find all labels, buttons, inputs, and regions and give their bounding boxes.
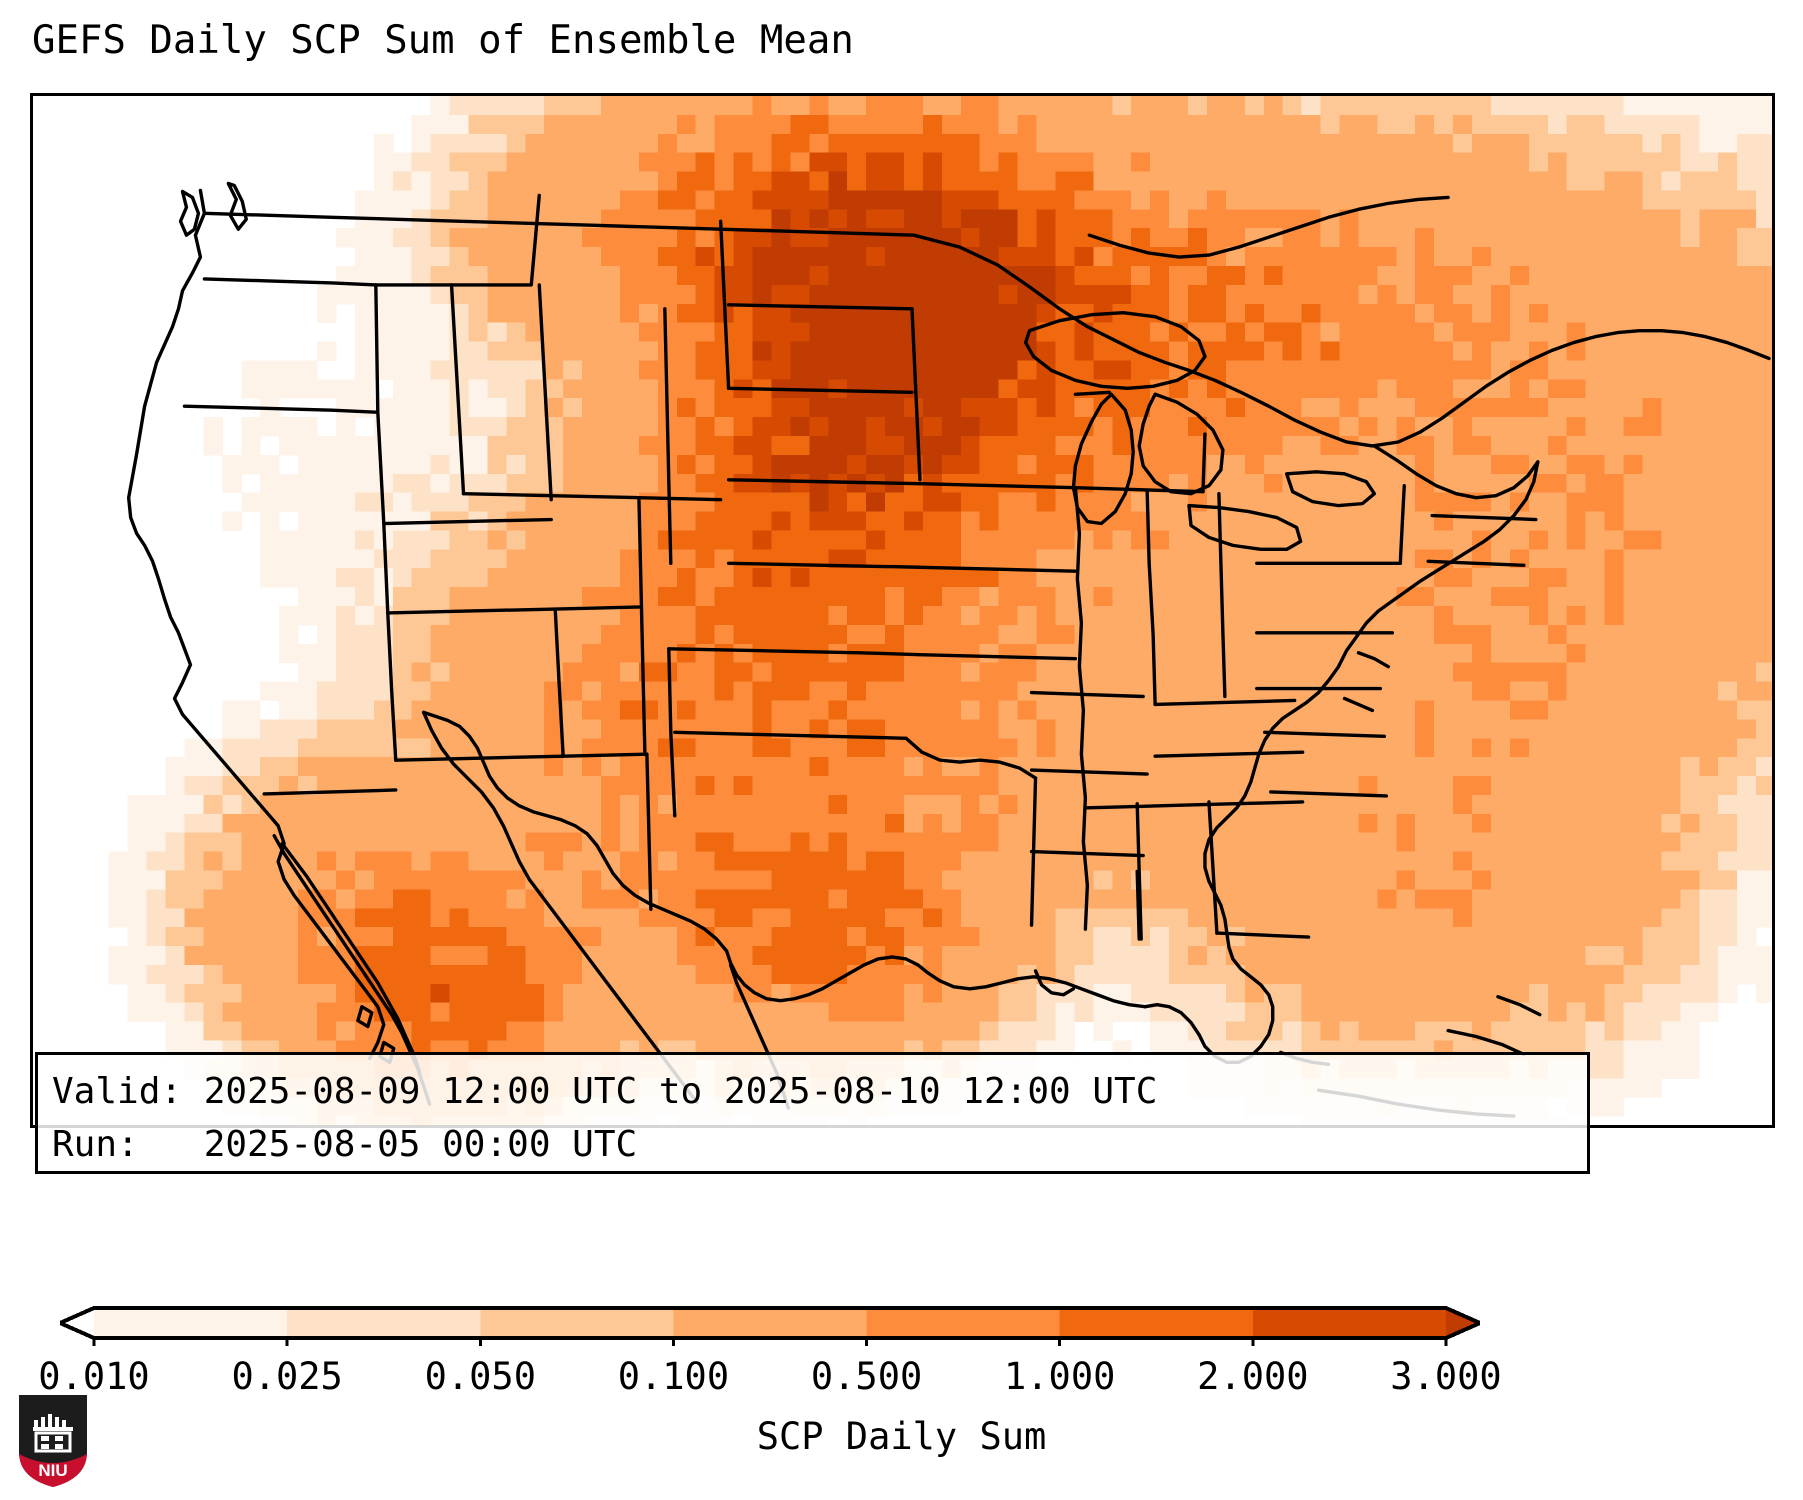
forecast-info-box: Valid: 2025-08-09 12:00 UTC to 2025-08-1… [35, 1052, 1590, 1174]
valid-time-text: Valid: 2025-08-09 12:00 UTC to 2025-08-1… [52, 1071, 1158, 1112]
colorbar-ticks [92, 1338, 1448, 1346]
colorbar-band [866, 1308, 1061, 1338]
colorbar-band [1252, 1308, 1447, 1338]
run-time-text: Run: 2025-08-05 00:00 UTC [52, 1124, 638, 1165]
map-axes [30, 93, 1775, 1128]
colorbar-extend-arrow [1446, 1308, 1480, 1338]
scp-heatmap [33, 96, 1772, 1125]
colorbar-tick-label: 1.000 [1004, 1355, 1116, 1398]
colorbar-band [94, 1308, 288, 1338]
colorbar-band [673, 1308, 868, 1338]
colorbar-tick-label: 0.500 [810, 1355, 923, 1398]
colorbar-tick-label: 0.025 [231, 1355, 343, 1398]
colorbar-tick-label: 0.100 [617, 1355, 730, 1398]
colorbar-band [480, 1308, 675, 1338]
colorbar-tick-label: 2.000 [1197, 1355, 1309, 1398]
scp-grid-cells [108, 96, 1772, 1125]
colorbar [60, 1300, 1480, 1346]
niu-logo-text: NIU [38, 1461, 67, 1480]
colorbar-band [287, 1308, 481, 1338]
colorbar-bands [60, 1308, 1480, 1338]
colorbar-band [1059, 1308, 1254, 1338]
colorbar-tick-label: 0.050 [424, 1355, 536, 1398]
colorbar-tick-labels: 0.010 0.025 0.050 0.100 0.500 1.000 2.000 3.000 [0, 1355, 1803, 1405]
page-title: GEFS Daily SCP Sum of Ensemble Mean [32, 18, 854, 63]
colorbar-tick-label: 0.010 [38, 1355, 150, 1398]
geography-outlines [126, 181, 1771, 1118]
colorbar-axis-label: SCP Daily Sum [756, 1415, 1047, 1458]
colorbar-tick-label: 3.000 [1390, 1355, 1502, 1398]
niu-logo: NIU [19, 1395, 87, 1487]
colorbar-extend-arrow [60, 1308, 94, 1338]
